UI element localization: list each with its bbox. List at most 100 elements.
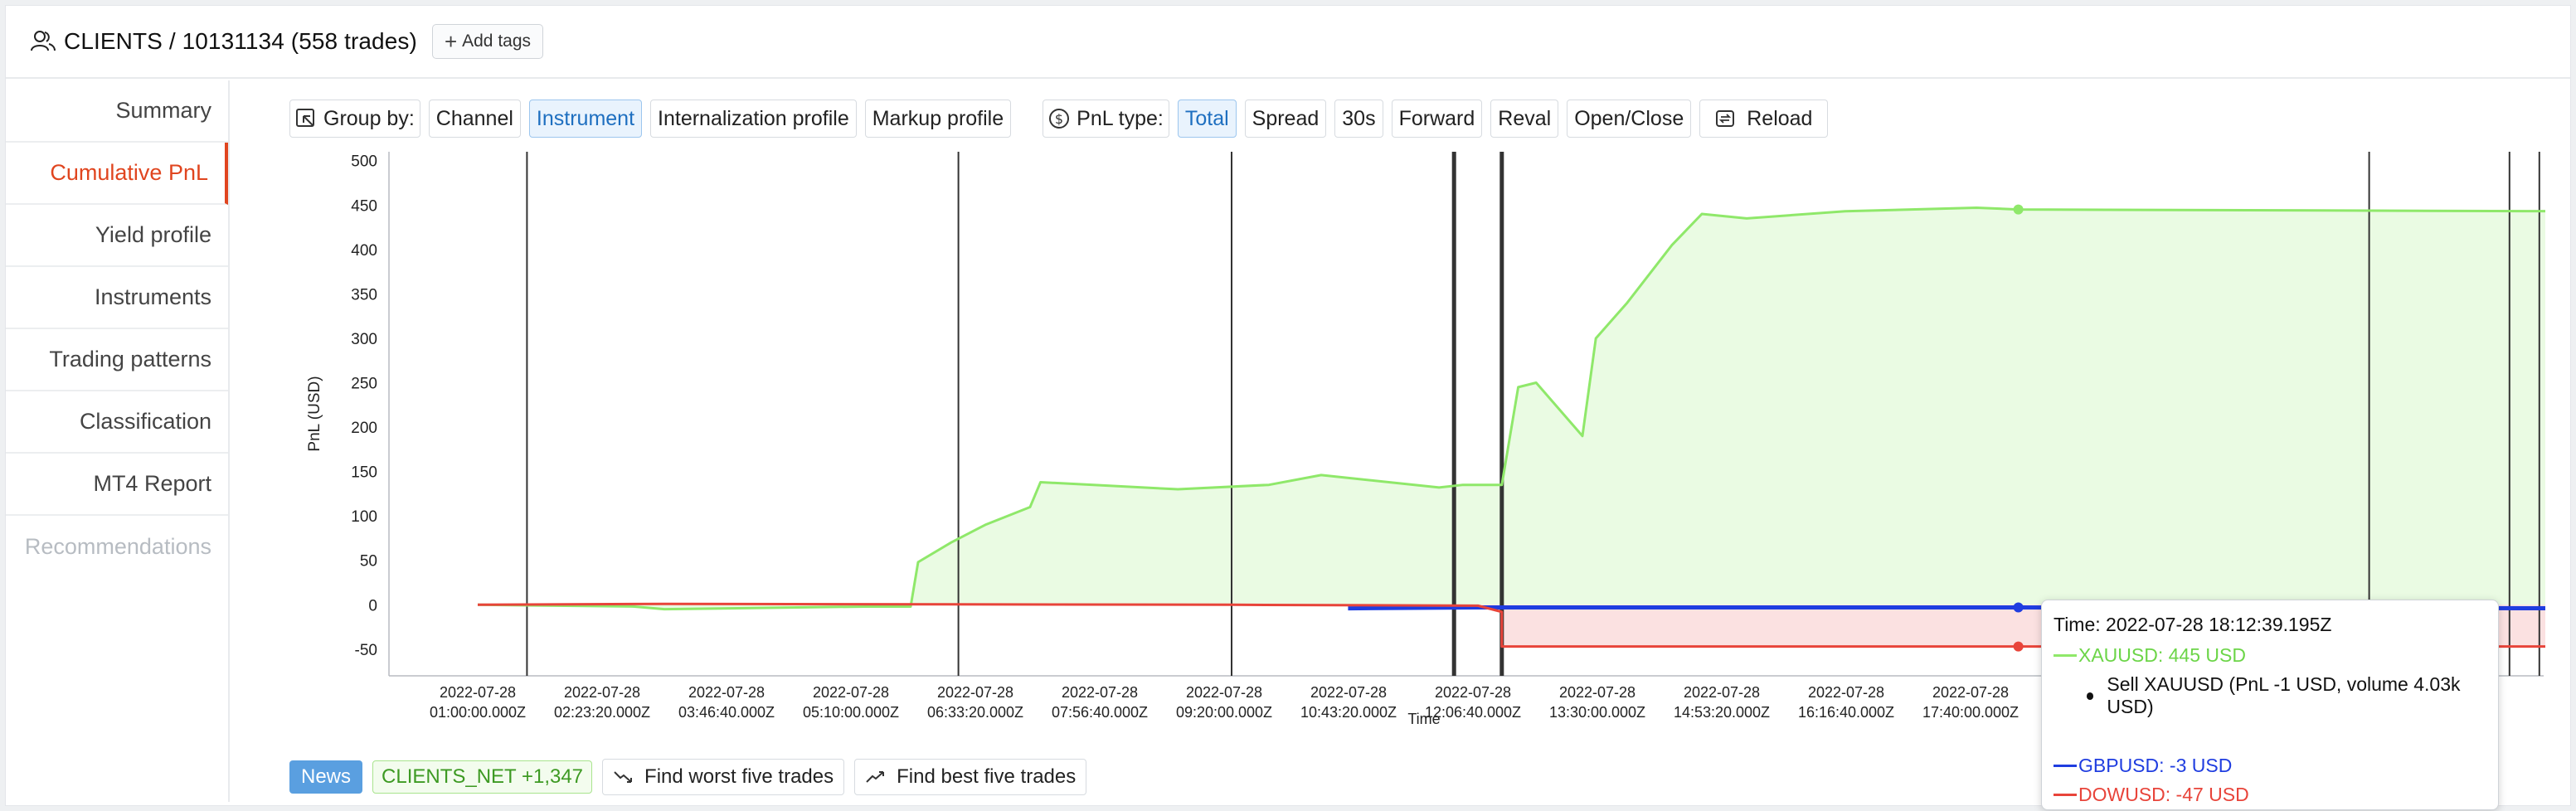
y-tick-label: 150 [351,464,377,482]
cumulative-pnl-chart[interactable]: 500 450 400 350 300 250 200 150 100 50 0 -50 PnL (US… [289,148,2545,737]
series-fill-dowusd [478,604,2545,647]
group-markup-profile-button[interactable]: Markup profile [864,100,1012,138]
y-tick-label: 500 [351,153,377,171]
x-tick-label-date: 2022-07-28 [1808,684,1884,701]
hover-marker-gbpusd [2013,602,2024,613]
group-by-icon [296,109,314,127]
tooltip-swatch-xauusd [2054,654,2077,657]
y-axis-label: PnL (USD) [306,376,323,451]
x-tick-label-date: 2022-07-28 [564,684,640,701]
group-by-text: Group by: [323,106,415,130]
x-tick-label-time: 14:53:20.000Z [1674,704,1770,721]
pnl-open-close-button[interactable]: Open/Close [1567,100,1692,138]
tooltip-time: Time: 2022-07-28 18:12:39.195Z [2054,614,2332,635]
y-tick-label: 300 [351,331,377,348]
group-channel-button[interactable]: Channel [428,100,521,138]
x-tick-label-time: 10:43:20.000Z [1300,704,1397,721]
pnl-type-label: $ PnL type: [1043,100,1169,138]
x-tick-label-date: 2022-07-28 [688,684,765,701]
page-title: CLIENTS / 10131134 (558 trades) [64,28,417,54]
chart-tooltip: Time: 2022-07-28 18:12:39.195Z XAUUSD: 4… [2041,600,2499,810]
clients-net-badge[interactable]: CLIENTS_NET +1,347 [372,760,593,794]
x-tick-label-date: 2022-07-28 [1435,684,1511,701]
group-internalization-profile-button[interactable]: Internalization profile [650,100,857,138]
hover-marker-dowusd [2013,641,2024,652]
find-worst-trades-button[interactable]: Find worst five trades [602,759,845,795]
trend-down-icon [614,771,633,783]
reload-button[interactable]: Reload [1699,100,1829,138]
sidebar-item-mt4-report[interactable]: MT4 Report [6,454,228,516]
tooltip-entry-gbpusd: GBPUSD: -3 USD [2054,755,2486,777]
find-worst-label: Find worst five trades [644,765,834,788]
pnl-spread-button[interactable]: Spread [1244,100,1327,138]
x-tick-label-time: 16:16:40.000Z [1798,704,1894,721]
x-tick-label-date: 2022-07-28 [1932,684,2009,701]
x-tick-label-date: 2022-07-28 [1062,684,1138,701]
x-tick-label-date: 2022-07-28 [1310,684,1387,701]
tooltip-label-dowusd: DOWUSD: -47 USD [2078,784,2249,805]
sidebar-item-instruments[interactable]: Instruments [6,267,228,329]
x-tick-label-date: 2022-07-28 [440,684,516,701]
pnl-30s-button[interactable]: 30s [1334,100,1383,138]
tooltip-detail-text: Sell XAUUSD (PnL -1 USD, volume 4.03k US… [2107,673,2461,717]
news-toggle[interactable]: News [289,760,363,794]
bullet-icon [2087,692,2094,700]
sidebar-item-cumulative-pnl[interactable]: Cumulative PnL [6,143,228,205]
find-best-trades-button[interactable]: Find best five trades [854,759,1087,795]
x-tick-label-time: 03:46:40.000Z [678,704,775,721]
plus-icon: + [444,28,458,54]
sidebar-nav: Summary Cumulative PnL Yield profile Ins… [6,80,230,802]
header-bar: CLIENTS / 10131134 (558 trades) + Add ta… [6,6,2570,79]
x-tick-label-date: 2022-07-28 [937,684,1013,701]
series-line-xauusd [477,206,2545,611]
pnl-reval-button[interactable]: Reval [1490,100,1559,138]
x-tick-label-date: 2022-07-28 [1559,684,1636,701]
x-tick-label-time: 06:33:20.000Z [927,704,1023,721]
x-tick-label-time: 12:06:40.000Z [1425,704,1521,721]
y-tick-label: 450 [351,197,377,215]
trend-up-icon [866,771,885,783]
bottom-actions: News CLIENTS_NET +1,347 Find worst five … [289,759,1087,795]
x-tick-label-time: 01:00:00.000Z [430,704,526,721]
group-instrument-button[interactable]: Instrument [528,100,643,138]
y-tick-label: 0 [368,597,377,614]
sidebar-item-summary[interactable]: Summary [6,80,228,143]
reload-label: Reload [1747,106,1813,130]
x-axis-label: Time [1407,711,1440,727]
tooltip-swatch-dowusd [2054,794,2077,796]
x-tick-label-time: 13:30:00.000Z [1549,704,1645,721]
y-tick-label: 200 [351,420,377,437]
dollar-icon: $ [1049,109,1070,129]
app-frame: CLIENTS / 10131134 (558 trades) + Add ta… [5,5,2571,810]
tooltip-label-xauusd: XAUUSD: 445 USD [2078,644,2246,666]
x-tick-label-date: 2022-07-28 [813,684,889,701]
tooltip-entry-xauusd: XAUUSD: 445 USD [2054,644,2486,667]
x-tick-label-date: 2022-07-28 [1186,684,1262,701]
tooltip-label-gbpusd: GBPUSD: -3 USD [2078,755,2233,776]
svg-text:$: $ [1055,111,1063,127]
y-tick-label: 50 [360,553,377,571]
chart-toolbar: Group by: Channel Instrument Internaliza… [289,99,1829,138]
sidebar-item-classification[interactable]: Classification [6,391,228,454]
x-tick-label-time: 17:40:00.000Z [1922,704,2019,721]
y-tick-label: -50 [355,642,377,659]
group-by-label: Group by: [289,100,420,138]
y-tick-label: 350 [351,286,377,304]
x-tick-label-date: 2022-07-28 [1684,684,1760,701]
reload-icon [1716,110,1735,127]
find-best-label: Find best five trades [897,765,1077,788]
y-tick-label: 400 [351,242,377,260]
add-tags-button[interactable]: + Add tags [431,24,544,59]
pnl-forward-button[interactable]: Forward [1391,100,1483,138]
y-tick-label: 250 [351,376,377,393]
x-tick-label-time: 09:20:00.000Z [1176,704,1272,721]
x-tick-label-time: 05:10:00.000Z [803,704,899,721]
sidebar-item-trading-patterns[interactable]: Trading patterns [6,329,228,391]
tooltip-swatch-gbpusd [2054,765,2077,767]
hover-marker-xauusd [2013,204,2024,215]
tooltip-trade-detail: Sell XAUUSD (PnL -1 USD, volume 4.03k US… [2054,673,2486,718]
pnl-total-button[interactable]: Total [1177,100,1237,138]
add-tags-label: Add tags [462,32,532,51]
sidebar-item-yield-profile[interactable]: Yield profile [6,205,228,267]
